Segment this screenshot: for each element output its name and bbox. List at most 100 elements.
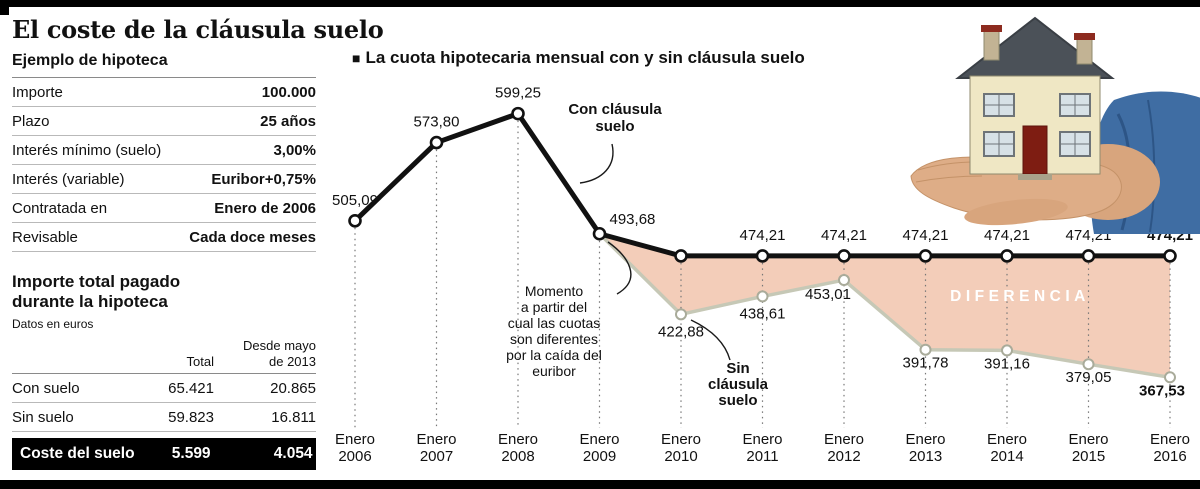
chart-title: ■ La cuota hipotecaria mensual con y sin … [352,48,805,68]
mortgage-row-value: Cada doce meses [189,229,316,246]
mortgage-row-label: Plazo [12,113,50,130]
totals-since: 16.811 [271,409,316,427]
finger-line [915,175,983,183]
totals-since: 20.865 [270,380,316,398]
sin-markers [675,274,1176,384]
mortgage-row: Interés (variable) Euribor+0,75% [12,165,316,194]
svg-text:2006: 2006 [338,448,371,465]
chart-title-text: La cuota hipotecaria mensual con y sin c… [365,48,805,67]
difference-area [599,233,1170,378]
divergence-annotation: Momento a partir del cual las cuotas son di… [506,283,602,379]
mortgage-row-value: Euribor+0,75% [211,171,316,188]
svg-text:391,16: 391,16 [984,355,1030,372]
mortgage-row: Contratada en Enero de 2006 [12,194,316,223]
svg-text:474,21: 474,21 [903,227,949,244]
svg-text:Enero: Enero [905,431,945,448]
x-axis-labels: Enero2006Enero2007Enero2008Enero2009Ener… [335,431,1190,465]
house-chimney-cap [981,25,1002,32]
house-door [1022,125,1048,175]
totals-label: Con suelo [12,380,80,398]
totals-header-row: Total Desde mayo de 2013 [12,338,316,375]
house-chimney [983,29,1000,61]
svg-text:474,21: 474,21 [984,227,1030,244]
svg-text:474,21: 474,21 [740,227,786,244]
sin-clausula-callout: Sin cláusula suelo [707,360,769,409]
mortgage-row-value: 3,00% [273,142,316,159]
value-labels: 505,09 573,80 599,25 493,68 474,21 474,21 474,… [332,85,1193,400]
totals-col-since: Desde mayo de 2013 [243,338,316,369]
svg-text:573,80: 573,80 [414,114,460,131]
totals-row: Con suelo 65.421 20.865 [12,374,316,404]
top-rule-notch [0,0,9,15]
house-step [1018,174,1052,180]
house-chimney-cap [1074,33,1095,40]
bottom-rule [0,480,1200,489]
mortgage-row: Plazo 25 años [12,107,316,136]
totals-table-body: Con suelo 65.421 20.865 Sin suelo 59.823 16.8… [12,374,316,433]
mortgage-panel: Ejemplo de hipoteca Importe 100.000 Plazo 2… [12,52,316,471]
con-clausula-callout: Con cláusula suelo [568,101,662,135]
thumb [964,198,1068,226]
mortgage-row: Revisable Cada doce meses [12,223,316,252]
totals-title-line1: Importe total pagado [12,272,181,291]
svg-text:Enero: Enero [498,431,538,448]
svg-text:Enero: Enero [661,431,701,448]
totals-footer-total: 5.599 [171,445,211,463]
totals-total: 65.421 [168,380,214,398]
svg-text:Enero: Enero [742,431,782,448]
callout-curves [579,143,731,361]
totals-title-line2: durante la hipoteca [12,292,168,312]
totals-footer-since: 4.054 [273,445,313,463]
totals-row: Sin suelo 59.823 16.811 [12,403,316,433]
svg-text:438,61: 438,61 [740,305,786,322]
totals-note: Datos en euros [12,317,94,332]
svg-text:Enero: Enero [416,431,456,448]
totals-footer-label: Coste del suelo [20,445,135,463]
mortgage-row: Interés mínimo (suelo) 3,00% [12,136,316,165]
top-rule [0,0,1200,7]
mortgage-row-label: Revisable [12,229,78,246]
svg-text:391,78: 391,78 [903,355,949,372]
diferencia-label: DIFERENCIA [950,288,1090,305]
svg-text:Enero: Enero [335,431,375,448]
house-in-hand-illustration [910,16,1200,234]
svg-text:379,05: 379,05 [1066,369,1112,386]
svg-text:505,09: 505,09 [332,192,378,209]
window-mullion [984,94,1014,116]
mortgage-row-label: Contratada en [12,200,108,217]
svg-text:453,01: 453,01 [805,286,851,303]
mortgage-row-value: Enero de 2006 [214,200,316,217]
totals-col-total: Total [186,353,214,369]
window-mullion [1060,94,1090,116]
svg-text:Enero: Enero [824,431,864,448]
svg-text:2012: 2012 [827,448,860,465]
mortgage-table: Importe 100.000 Plazo 25 años Interés mínimo… [12,78,316,252]
window-mullion [1060,132,1090,156]
svg-text:422,88: 422,88 [658,323,704,340]
svg-text:599,25: 599,25 [495,85,541,102]
page-title: El coste de la cláusula suelo [12,15,384,44]
svg-text:367,53: 367,53 [1139,382,1185,399]
totals-title: Importe total pagado durante la hipoteca [12,272,316,312]
mortgage-row-label: Interés mínimo (suelo) [12,142,162,159]
sin-clausula-line [598,232,1171,380]
mortgage-row-value: 100.000 [261,84,316,101]
totals-footer-row: Coste del suelo 5.599 4.054 [12,438,316,471]
square-bullet-icon: ■ [352,50,361,66]
mortgage-example-title: Ejemplo de hipoteca [12,52,316,78]
svg-text:2011: 2011 [746,448,778,465]
mortgage-row-label: Importe [12,84,63,101]
chart-svg: 505,09 573,80 599,25 493,68 474,21 474,21 474,… [332,85,1193,465]
svg-text:2008: 2008 [501,448,534,465]
svg-text:Enero: Enero [1150,431,1190,448]
mortgage-row: Importe 100.000 [12,78,316,107]
svg-text:2016: 2016 [1153,448,1186,465]
svg-text:2009: 2009 [583,448,616,465]
svg-text:2015: 2015 [1072,448,1105,465]
svg-text:2014: 2014 [990,448,1023,465]
con-markers [348,106,1177,263]
svg-text:2010: 2010 [664,448,697,465]
totals-label: Sin suelo [12,409,74,427]
totals-total: 59.823 [168,409,214,427]
